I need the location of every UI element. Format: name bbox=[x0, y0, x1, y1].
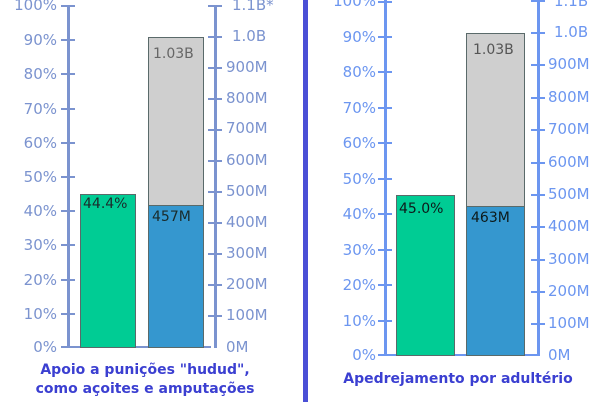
count-tick-label: 1.0B bbox=[232, 27, 267, 45]
count-tick-label: 400M bbox=[548, 217, 590, 235]
count-tick-label: 200M bbox=[226, 275, 268, 293]
percent-tick-label: 10% bbox=[23, 305, 57, 323]
left-chart-count-axis bbox=[214, 5, 217, 348]
count-tick-label: 100M bbox=[226, 306, 268, 324]
count-tick-label: 500M bbox=[226, 182, 268, 200]
right-chart-count-axis bbox=[537, 0, 540, 356]
supporters-count-label: 457M bbox=[152, 209, 191, 225]
count-tick-label: 700M bbox=[226, 119, 268, 137]
right-chart: 100% 90% 80% 70% 60% 50% 40% 30% 20% 10%… bbox=[308, 0, 616, 402]
percent-support-label: 44.4% bbox=[83, 196, 128, 212]
percent-tick-label: 50% bbox=[342, 170, 376, 188]
percent-support-bar bbox=[396, 195, 455, 356]
percent-support-label: 45.0% bbox=[399, 201, 444, 217]
count-tick-label: 500M bbox=[548, 185, 590, 203]
percent-tick-label: 70% bbox=[342, 99, 376, 117]
percent-tick-label: 30% bbox=[23, 236, 57, 254]
left-chart: 100% 90% 80% 70% 60% 50% 40% 30% 20% 10%… bbox=[0, 0, 303, 402]
count-tick-label: 1.0B bbox=[554, 23, 589, 41]
count-tick-label: 700M bbox=[548, 120, 590, 138]
count-tick-label: 900M bbox=[548, 55, 590, 73]
count-tick-label: 1.1B* bbox=[232, 0, 274, 14]
percent-tick-label: 20% bbox=[342, 276, 376, 294]
percent-tick-label: 70% bbox=[23, 100, 57, 118]
percent-tick-label: 90% bbox=[23, 31, 57, 49]
percent-tick-label: 40% bbox=[342, 205, 376, 223]
count-tick-label: 100M bbox=[548, 314, 590, 332]
count-tick-label: 600M bbox=[548, 153, 590, 171]
percent-tick-label: 0% bbox=[33, 338, 57, 356]
count-tick-label: 800M bbox=[548, 88, 590, 106]
count-tick-label: 300M bbox=[226, 244, 268, 262]
supporters-count-bar bbox=[466, 206, 525, 356]
percent-tick-label: 30% bbox=[342, 241, 376, 259]
percent-tick-label: 60% bbox=[23, 134, 57, 152]
count-tick-label: 300M bbox=[548, 250, 590, 268]
count-tick-label: 800M bbox=[226, 89, 268, 107]
percent-tick-label: 90% bbox=[342, 28, 376, 46]
percent-tick-label: 80% bbox=[23, 65, 57, 83]
count-tick-label: 400M bbox=[226, 213, 268, 231]
total-population-label: 1.03B bbox=[153, 46, 194, 62]
count-tick-label: 0M bbox=[548, 346, 571, 364]
count-tick-label: 1.1B bbox=[554, 0, 589, 10]
percent-tick-label: 40% bbox=[23, 202, 57, 220]
count-tick-label: 600M bbox=[226, 151, 268, 169]
supporters-count-label: 463M bbox=[471, 210, 510, 226]
percent-tick-label: 50% bbox=[23, 168, 57, 186]
percent-tick-label: 10% bbox=[342, 312, 376, 330]
supporters-count-bar bbox=[148, 205, 204, 348]
percent-tick-label: 20% bbox=[23, 271, 57, 289]
right-chart-caption: Apedrejamento por adultério bbox=[343, 371, 573, 387]
percent-tick-label: 60% bbox=[342, 134, 376, 152]
count-tick-label: 900M bbox=[226, 58, 268, 76]
chart-divider bbox=[303, 0, 308, 402]
count-tick-label: 200M bbox=[548, 282, 590, 300]
percent-support-bar bbox=[80, 194, 136, 348]
percent-tick-label: 0% bbox=[352, 346, 376, 364]
percent-tick-label: 100% bbox=[333, 0, 376, 10]
percent-tick-label: 100% bbox=[14, 0, 57, 14]
count-tick-label: 0M bbox=[226, 338, 249, 356]
total-population-label: 1.03B bbox=[473, 42, 514, 58]
left-chart-caption: Apoio a punições "hudud", como açoites e… bbox=[35, 362, 255, 397]
percent-tick-label: 80% bbox=[342, 63, 376, 81]
